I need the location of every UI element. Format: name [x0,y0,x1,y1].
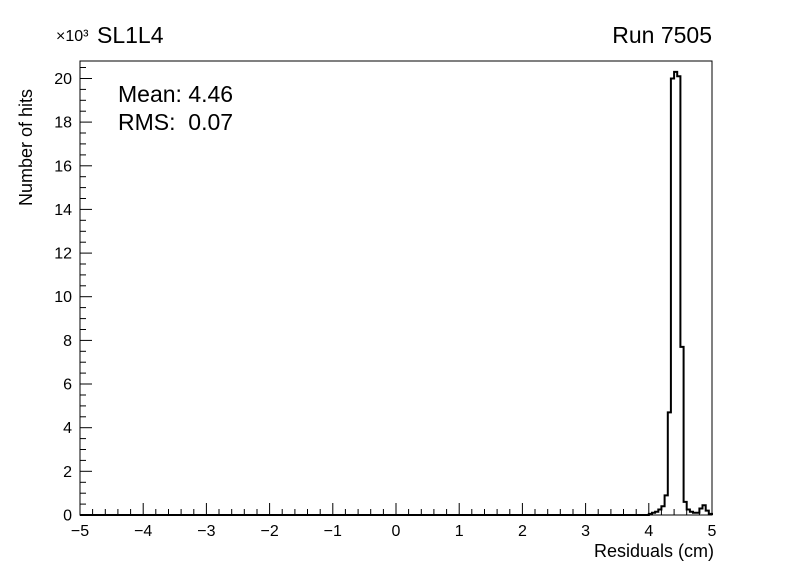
y-tick-label: 6 [63,377,72,394]
y-tick-label: 10 [54,289,72,306]
run-label: Run 7505 [612,22,712,48]
x-tick-label: −3 [197,523,215,540]
plot-title: SL1L4 [97,22,164,48]
y-tick-label: 8 [63,333,72,350]
stats-rms: RMS: 0.07 [118,109,233,135]
x-tick-label: 2 [518,523,527,540]
y-tick-label: 18 [54,115,72,132]
x-tick-label: 1 [455,523,464,540]
x-tick-label: 5 [708,523,717,540]
stats-mean: Mean: 4.46 [118,81,233,107]
x-tick-label: −4 [134,523,152,540]
histogram-line [80,70,713,516]
x-tick-label: 3 [581,523,590,540]
x-tick-label: −2 [260,523,278,540]
y-axis-title: Number of hits [16,89,36,206]
x-tick-label: −5 [71,523,89,540]
y-tick-label: 2 [63,464,72,481]
y-tick-label: 4 [63,420,72,437]
y-tick-label: 20 [54,71,72,88]
y-axis-multiplier: ×10³ [56,28,89,45]
x-tick-label: 0 [392,523,401,540]
y-tick-label: 0 [63,508,72,525]
x-axis-title: Residuals (cm) [594,541,714,561]
y-tick-label: 14 [54,202,72,219]
y-tick-label: 12 [54,246,72,263]
x-tick-label: 4 [644,523,653,540]
y-tick-label: 16 [54,158,72,175]
x-tick-label: −1 [324,523,342,540]
